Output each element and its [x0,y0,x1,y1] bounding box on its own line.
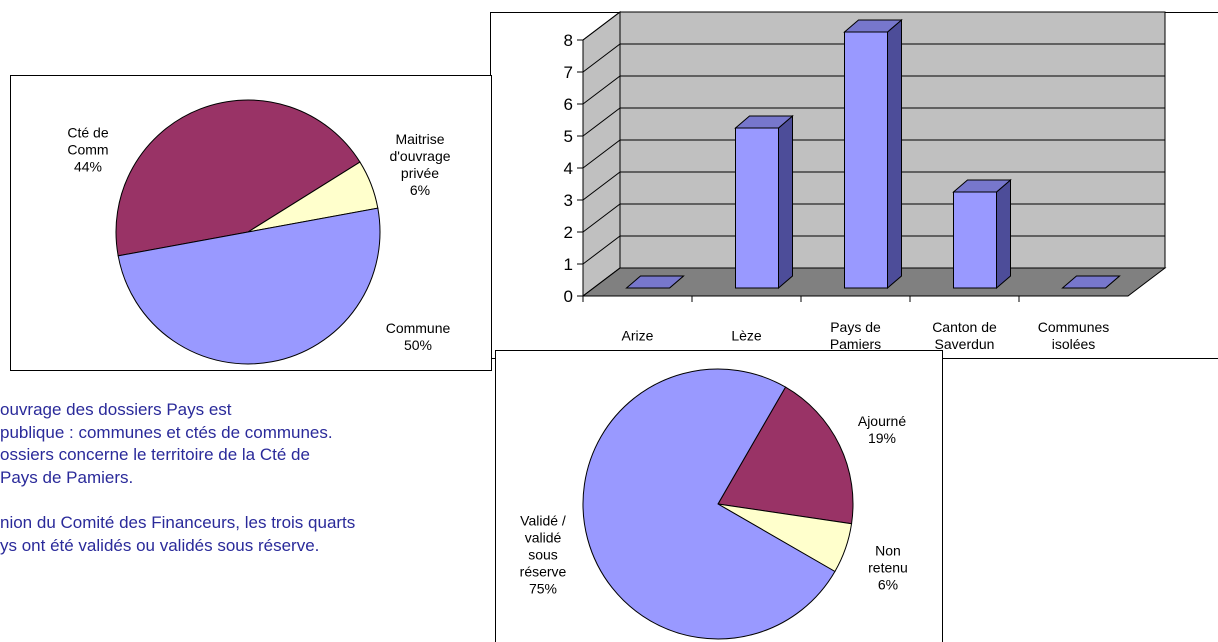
slice-label: Validé / validé sous réserve 75% [518,513,568,598]
grid-line [582,75,1165,105]
value-label: 44% [73,158,103,175]
grid-line [582,139,1165,169]
pie-chart-2 [582,368,854,640]
category-label: Commune [385,320,451,336]
pie-slice [717,386,854,525]
pie-slice [115,99,361,257]
y-tick-label: 4 [564,159,573,178]
slice-label: Cté de Comm 44% [53,125,123,176]
y-tick-label: 7 [564,63,573,82]
category-label: Cté de Comm [67,124,109,158]
value-label: 6% [409,182,431,198]
value-label: 19% [867,430,897,446]
bar [844,31,888,289]
paragraph-line: ossiers concerne le territoire de la Cté… [0,445,310,464]
x-tick-label: Pays de Pamiers [829,319,882,352]
bar-side [887,18,902,290]
slice-label: Ajourné 19% [852,413,912,447]
paragraph-line: ys ont été validés ou validés sous réser… [0,536,320,555]
y-tick-label: 5 [564,127,573,146]
y-tick-label: 0 [564,287,573,306]
x-tick-label: Communes isolées [1037,319,1110,352]
bar-top [1061,275,1121,289]
grid-line [582,11,1165,41]
paragraph-line: Pays de Pamiers. [0,468,134,487]
bar-side [996,178,1011,290]
pie-slice [117,207,381,365]
pie-slice [582,368,836,640]
value-label: 75% [528,580,558,597]
y-tick-label: 8 [564,31,573,50]
bar [953,191,997,289]
bar-chart: 0 1 2 3 4 5 6 7 8 [564,10,1167,306]
slice-label: Maitrise d'ouvrage privée 6% [378,131,463,199]
x-tick-label: Canton de Saverdun [932,319,997,352]
bar-top [625,275,685,289]
category-label: Ajourné [857,413,907,429]
y-tick-label: 6 [564,95,573,114]
x-tick-label: Arize [621,327,654,344]
y-tick-label: 2 [564,223,573,242]
bar-side [778,114,793,290]
value-label: 50% [403,337,433,353]
grid-line [582,107,1165,137]
y-tick-label: 1 [564,255,573,274]
slice-label: Non retenu 6% [861,543,916,594]
category-label: Maitrise d'ouvrage privée [389,131,451,181]
category-label: Non retenu [868,542,908,576]
category-label: Validé / validé sous réserve [519,512,567,580]
value-label: 6% [877,576,899,593]
pie-chart-1 [115,99,381,365]
bar [735,127,779,289]
slice-label: Commune 50% [373,320,463,354]
grid-line [582,171,1165,201]
y-tick-label: 3 [564,191,573,210]
paragraph-line: nion du Comité des Financeurs, les trois… [0,513,356,532]
paragraph-line: publique : communes et ctés de communes. [0,423,333,442]
grid-line [582,43,1165,73]
paragraph-line: ouvrage des dossiers Pays est [0,400,232,419]
x-tick-label: Lèze [731,327,762,344]
